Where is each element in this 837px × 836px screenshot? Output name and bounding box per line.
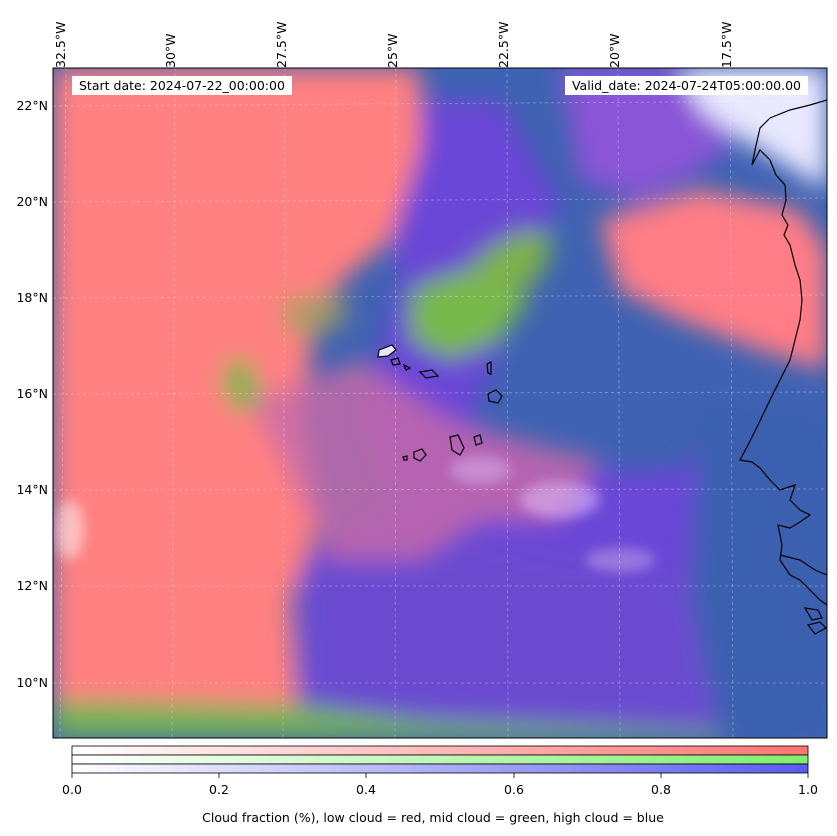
lon-label-25w: 25°W (385, 33, 400, 68)
lon-label-17-5w: 17.5°W (719, 21, 734, 68)
colorbar-low-band (71, 745, 809, 756)
colorbar-tick-5: 1.0 (798, 782, 818, 797)
lon-label-30w: 30°W (163, 33, 178, 68)
lon-label-27-5w: 27.5°W (274, 21, 289, 68)
valid-date-label: Valid_date: 2024-07-24T05:00:00.00 (564, 76, 808, 95)
colorbar-tick-2: 0.4 (356, 782, 376, 797)
colorbar-tick-4: 0.8 (651, 782, 671, 797)
lat-label-14n: 14°N (16, 482, 48, 497)
lat-label-10n: 10°N (16, 675, 48, 690)
colorbar-high-band (71, 763, 809, 774)
lat-label-18n: 18°N (16, 290, 48, 305)
coastline-africa (739, 99, 827, 635)
lon-label-22-5w: 22.5°W (496, 21, 511, 68)
lat-label-22n: 22°N (16, 98, 48, 113)
lon-label-20w: 20°W (607, 33, 622, 68)
cape-verde-islands (377, 344, 503, 462)
colorbar-tick-0: 0.0 (62, 782, 82, 797)
lat-label-12n: 12°N (16, 578, 48, 593)
colorbar-tick-1: 0.2 (209, 782, 229, 797)
colorbar-tick-3: 0.6 (504, 782, 524, 797)
start-date-label: Start date: 2024-07-22_00:00:00 (72, 76, 292, 95)
lat-label-16n: 16°N (16, 386, 48, 401)
gridlines (53, 68, 827, 738)
colorbar (71, 745, 809, 778)
colorbar-mid-band (71, 754, 809, 765)
lon-label-32-5w: 32.5°W (53, 21, 68, 68)
lat-label-20n: 20°N (16, 194, 48, 209)
map-frame (52, 67, 828, 739)
cloud-field (53, 68, 827, 738)
colorbar-title: Cloud fraction (%), low cloud = red, mid… (202, 810, 664, 825)
